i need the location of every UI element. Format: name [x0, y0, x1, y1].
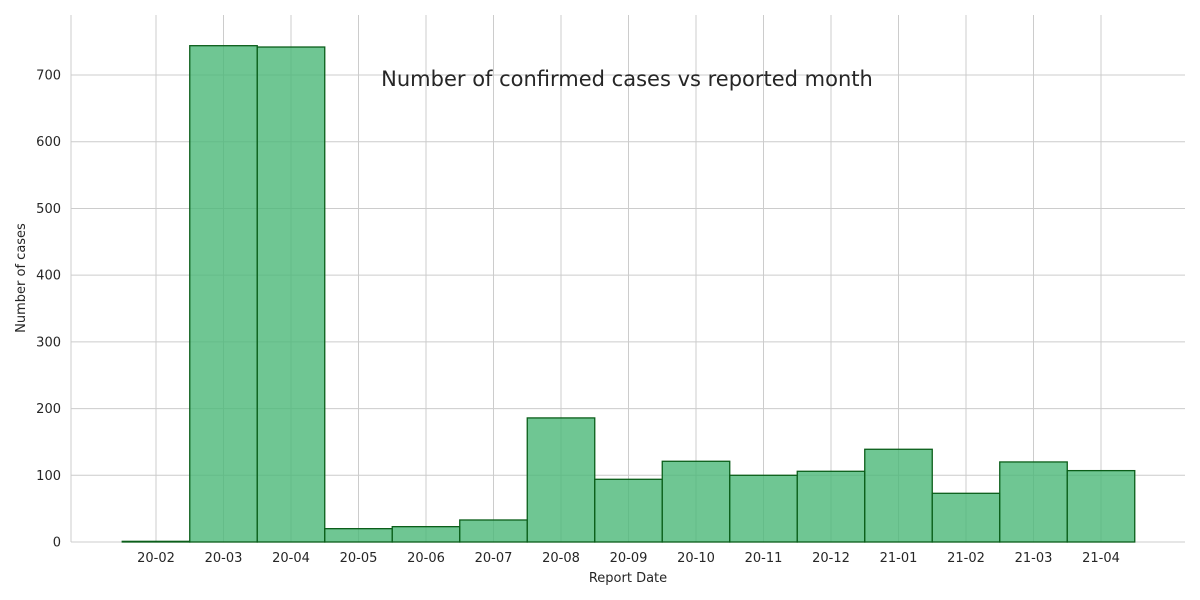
bar-20-05 — [324, 528, 393, 543]
x-tick-label: 20-02 — [137, 551, 175, 566]
bar-21-02 — [931, 492, 1001, 543]
bar-21-01 — [864, 448, 933, 543]
y-tick-label: 600 — [36, 135, 61, 150]
x-tick-label: 20-05 — [340, 551, 378, 566]
x-tick-label: 20-11 — [745, 551, 783, 566]
bar-20-09 — [594, 478, 663, 543]
y-axis-title: Number of cases — [14, 223, 29, 333]
bar-20-10 — [661, 460, 731, 543]
x-tick-label: 21-02 — [947, 551, 985, 566]
x-gridlines — [155, 15, 1102, 542]
x-tick-label: 20-08 — [542, 551, 580, 566]
y-tick-label: 0 — [53, 536, 61, 551]
x-tick-label: 20-06 — [407, 551, 445, 566]
bar-20-08 — [526, 417, 596, 543]
bar-20-11 — [729, 474, 798, 543]
bar-21-04 — [1066, 469, 1136, 543]
y-tick-labels: 0 100 200 300 400 500 600 700 — [36, 69, 61, 551]
y-tick-label: 400 — [36, 269, 61, 284]
bar-20-03 — [189, 45, 258, 543]
x-tick-label: 20-03 — [205, 551, 243, 566]
x-axis-title: Report Date — [589, 571, 667, 586]
y-tick-label: 500 — [36, 202, 61, 217]
x-tick-label: 20-09 — [610, 551, 648, 566]
x-tick-label: 20-10 — [677, 551, 715, 566]
bar-20-04 — [256, 46, 326, 543]
x-tick-label: 21-04 — [1082, 551, 1120, 566]
x-tick-labels: 20-02 20-03 20-04 20-05 20-06 20-07 20-08 20-09… — [137, 551, 1120, 566]
y-tick-label: 300 — [36, 335, 61, 350]
bar-20-12 — [796, 470, 866, 543]
x-tick-label: 20-12 — [812, 551, 850, 566]
y-tick-label: 100 — [36, 469, 61, 484]
bar-20-07 — [459, 519, 528, 543]
x-tick-label: 21-03 — [1015, 551, 1053, 566]
y-tick-label: 700 — [36, 69, 61, 84]
x-tick-label: 20-07 — [475, 551, 513, 566]
bar-20-02 — [121, 540, 191, 543]
x-tick-label: 21-01 — [880, 551, 918, 566]
bar-21-03 — [999, 461, 1068, 543]
bars — [121, 45, 1136, 543]
y-tick-label: 200 — [36, 402, 61, 417]
bar-20-06 — [391, 526, 461, 543]
x-tick-label: 20-04 — [272, 551, 310, 566]
chart-title: Number of confirmed cases vs reported mo… — [381, 67, 873, 91]
